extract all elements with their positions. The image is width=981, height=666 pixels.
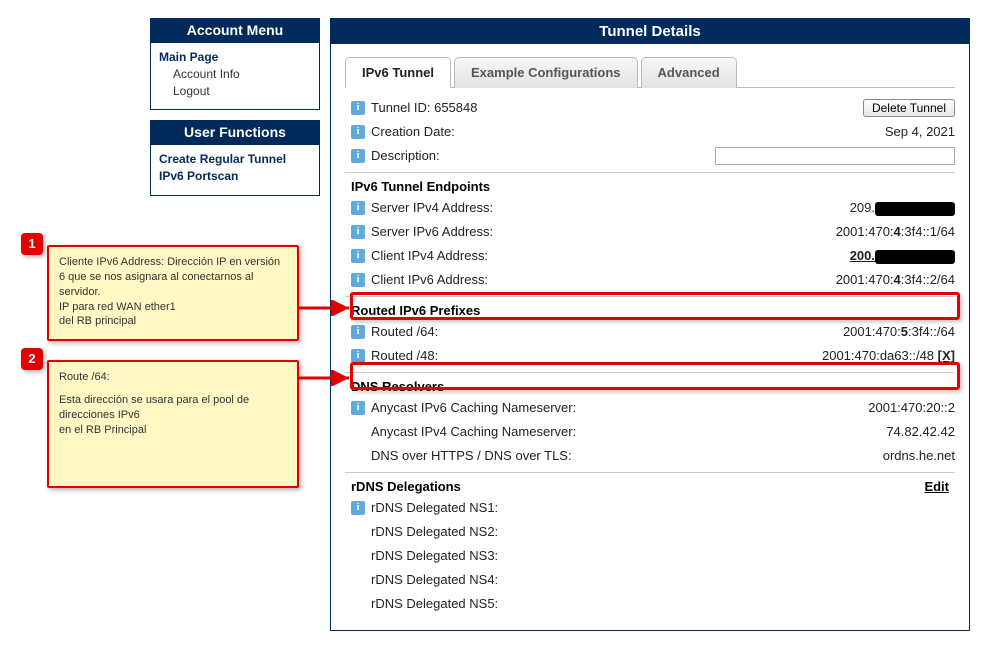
- routed64-value: 2001:470:5:3f4::/64: [843, 322, 955, 342]
- tab-advanced[interactable]: Advanced: [641, 57, 737, 88]
- info-icon: i: [351, 101, 365, 115]
- server-ipv6-label: Server IPv6 Address:: [371, 222, 836, 242]
- annotation-badge-2: 2: [21, 348, 43, 370]
- routed64-label: Routed /64:: [371, 322, 843, 342]
- annotation-title-2: Route /64:: [59, 370, 287, 385]
- tunnel-details-panel: Tunnel Details IPv6 Tunnel Example Confi…: [330, 18, 970, 631]
- client-ipv6-value: 2001:470:4:3f4::2/64: [836, 270, 955, 290]
- annotation-text-1: Cliente IPv6 Address: Dirección IP en ve…: [59, 255, 287, 329]
- rdns-ns3-label: rDNS Delegated NS3:: [371, 546, 955, 566]
- server-ipv6-value: 2001:470:4:3f4::1/64: [836, 222, 955, 242]
- rdns-ns4-label: rDNS Delegated NS4:: [371, 570, 955, 590]
- client-ipv4-prefix: 200.: [850, 248, 875, 263]
- rdns-delegations-title: rDNS Delegations: [351, 479, 461, 494]
- user-functions-header: User Functions: [150, 120, 320, 144]
- tunnel-id-label: Tunnel ID: 655848: [371, 98, 863, 118]
- routed48-value: 2001:470:da63::/48 [X]: [822, 346, 955, 366]
- doh-value: ordns.he.net: [883, 446, 955, 466]
- info-icon: i: [351, 325, 365, 339]
- routed48-remove-link[interactable]: [X]: [938, 348, 955, 363]
- endpoints-title: IPv6 Tunnel Endpoints: [345, 172, 955, 196]
- rdns-ns1-label: rDNS Delegated NS1:: [371, 498, 955, 518]
- account-menu-body: Main Page Account Info Logout: [150, 42, 320, 110]
- description-label: Description:: [371, 146, 715, 166]
- client-ipv4-label: Client IPv4 Address:: [371, 246, 850, 266]
- doh-label: DNS over HTTPS / DNS over TLS:: [371, 446, 883, 466]
- info-icon: i: [351, 149, 365, 163]
- info-icon: i: [351, 273, 365, 287]
- rdns-title-row: rDNS Delegations Edit: [345, 472, 955, 496]
- annotation-callout-2: 2 Route /64: Esta dirección se usara par…: [47, 360, 299, 488]
- info-icon: i: [351, 201, 365, 215]
- rdns-ns5-label: rDNS Delegated NS5:: [371, 594, 955, 614]
- routed48-text: 2001:470:da63::/48: [822, 348, 938, 363]
- anycast-ipv4-value: 74.82.42.42: [886, 422, 955, 442]
- anycast-ipv6-value: 2001:470:20::2: [868, 398, 955, 418]
- create-tunnel-link[interactable]: Create Regular Tunnel: [159, 151, 311, 168]
- ipv6-portscan-link[interactable]: IPv6 Portscan: [159, 168, 311, 185]
- tunnel-details-title: Tunnel Details: [331, 19, 969, 44]
- account-menu-header: Account Menu: [150, 18, 320, 42]
- info-icon: i: [351, 501, 365, 515]
- info-icon: i: [351, 225, 365, 239]
- info-icon: i: [351, 249, 365, 263]
- annotation-badge-1: 1: [21, 233, 43, 255]
- anycast-ipv6-label: Anycast IPv6 Caching Nameserver:: [371, 398, 868, 418]
- server-ipv4-value: 209.: [850, 198, 955, 218]
- routed-prefixes-title: Routed IPv6 Prefixes: [345, 296, 955, 320]
- info-icon: i: [351, 125, 365, 139]
- tabs: IPv6 Tunnel Example Configurations Advan…: [345, 56, 955, 88]
- client-ipv4-value[interactable]: 200.: [850, 246, 955, 266]
- info-icon: i: [351, 401, 365, 415]
- annotation-callout-1: 1 Cliente IPv6 Address: Dirección IP en …: [47, 245, 299, 341]
- anycast-ipv4-label: Anycast IPv4 Caching Nameserver:: [371, 422, 886, 442]
- client-ipv6-label: Client IPv6 Address:: [371, 270, 836, 290]
- user-functions-body: Create Regular Tunnel IPv6 Portscan: [150, 144, 320, 196]
- info-icon: i: [351, 349, 365, 363]
- account-info-link[interactable]: Account Info: [159, 66, 311, 83]
- server-ipv4-prefix: 209.: [850, 200, 875, 215]
- description-input[interactable]: [715, 147, 955, 165]
- rdns-edit-link[interactable]: Edit: [924, 479, 949, 494]
- tab-ipv6-tunnel[interactable]: IPv6 Tunnel: [345, 57, 451, 88]
- server-ipv4-label: Server IPv4 Address:: [371, 198, 850, 218]
- redacted-block: [875, 202, 955, 216]
- routed48-label: Routed /48:: [371, 346, 822, 366]
- tab-example-config[interactable]: Example Configurations: [454, 57, 638, 88]
- delete-tunnel-button[interactable]: Delete Tunnel: [863, 99, 955, 117]
- creation-date-value: Sep 4, 2021: [885, 122, 955, 142]
- creation-date-label: Creation Date:: [371, 122, 885, 142]
- main-page-link[interactable]: Main Page: [159, 49, 311, 66]
- rdns-ns2-label: rDNS Delegated NS2:: [371, 522, 955, 542]
- redacted-block: [875, 250, 955, 264]
- annotation-text-2: Esta dirección se usara para el pool de …: [59, 393, 287, 438]
- logout-link[interactable]: Logout: [159, 83, 311, 100]
- dns-resolvers-title: DNS Resolvers: [345, 372, 955, 396]
